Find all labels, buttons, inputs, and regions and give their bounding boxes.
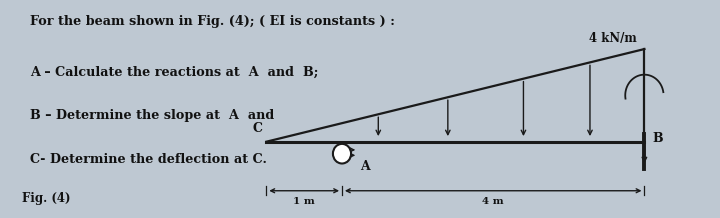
Text: Fig. (4): Fig. (4) xyxy=(22,192,71,205)
Text: 4 kN/m: 4 kN/m xyxy=(589,32,637,45)
Text: For the beam shown in Fig. (4); ( EI is constants ) :: For the beam shown in Fig. (4); ( EI is … xyxy=(30,15,395,28)
Text: 4 m: 4 m xyxy=(482,197,504,206)
Text: 1 m: 1 m xyxy=(293,197,315,206)
Text: B: B xyxy=(652,133,662,145)
Text: C: C xyxy=(253,122,262,135)
Text: B – Determine the slope at  A  and: B – Determine the slope at A and xyxy=(30,109,274,122)
Text: C- Determine the deflection at C.: C- Determine the deflection at C. xyxy=(30,153,267,166)
Text: A – Calculate the reactions at  A  and  B;: A – Calculate the reactions at A and B; xyxy=(30,65,318,78)
Circle shape xyxy=(333,144,351,164)
Text: A: A xyxy=(360,160,369,173)
